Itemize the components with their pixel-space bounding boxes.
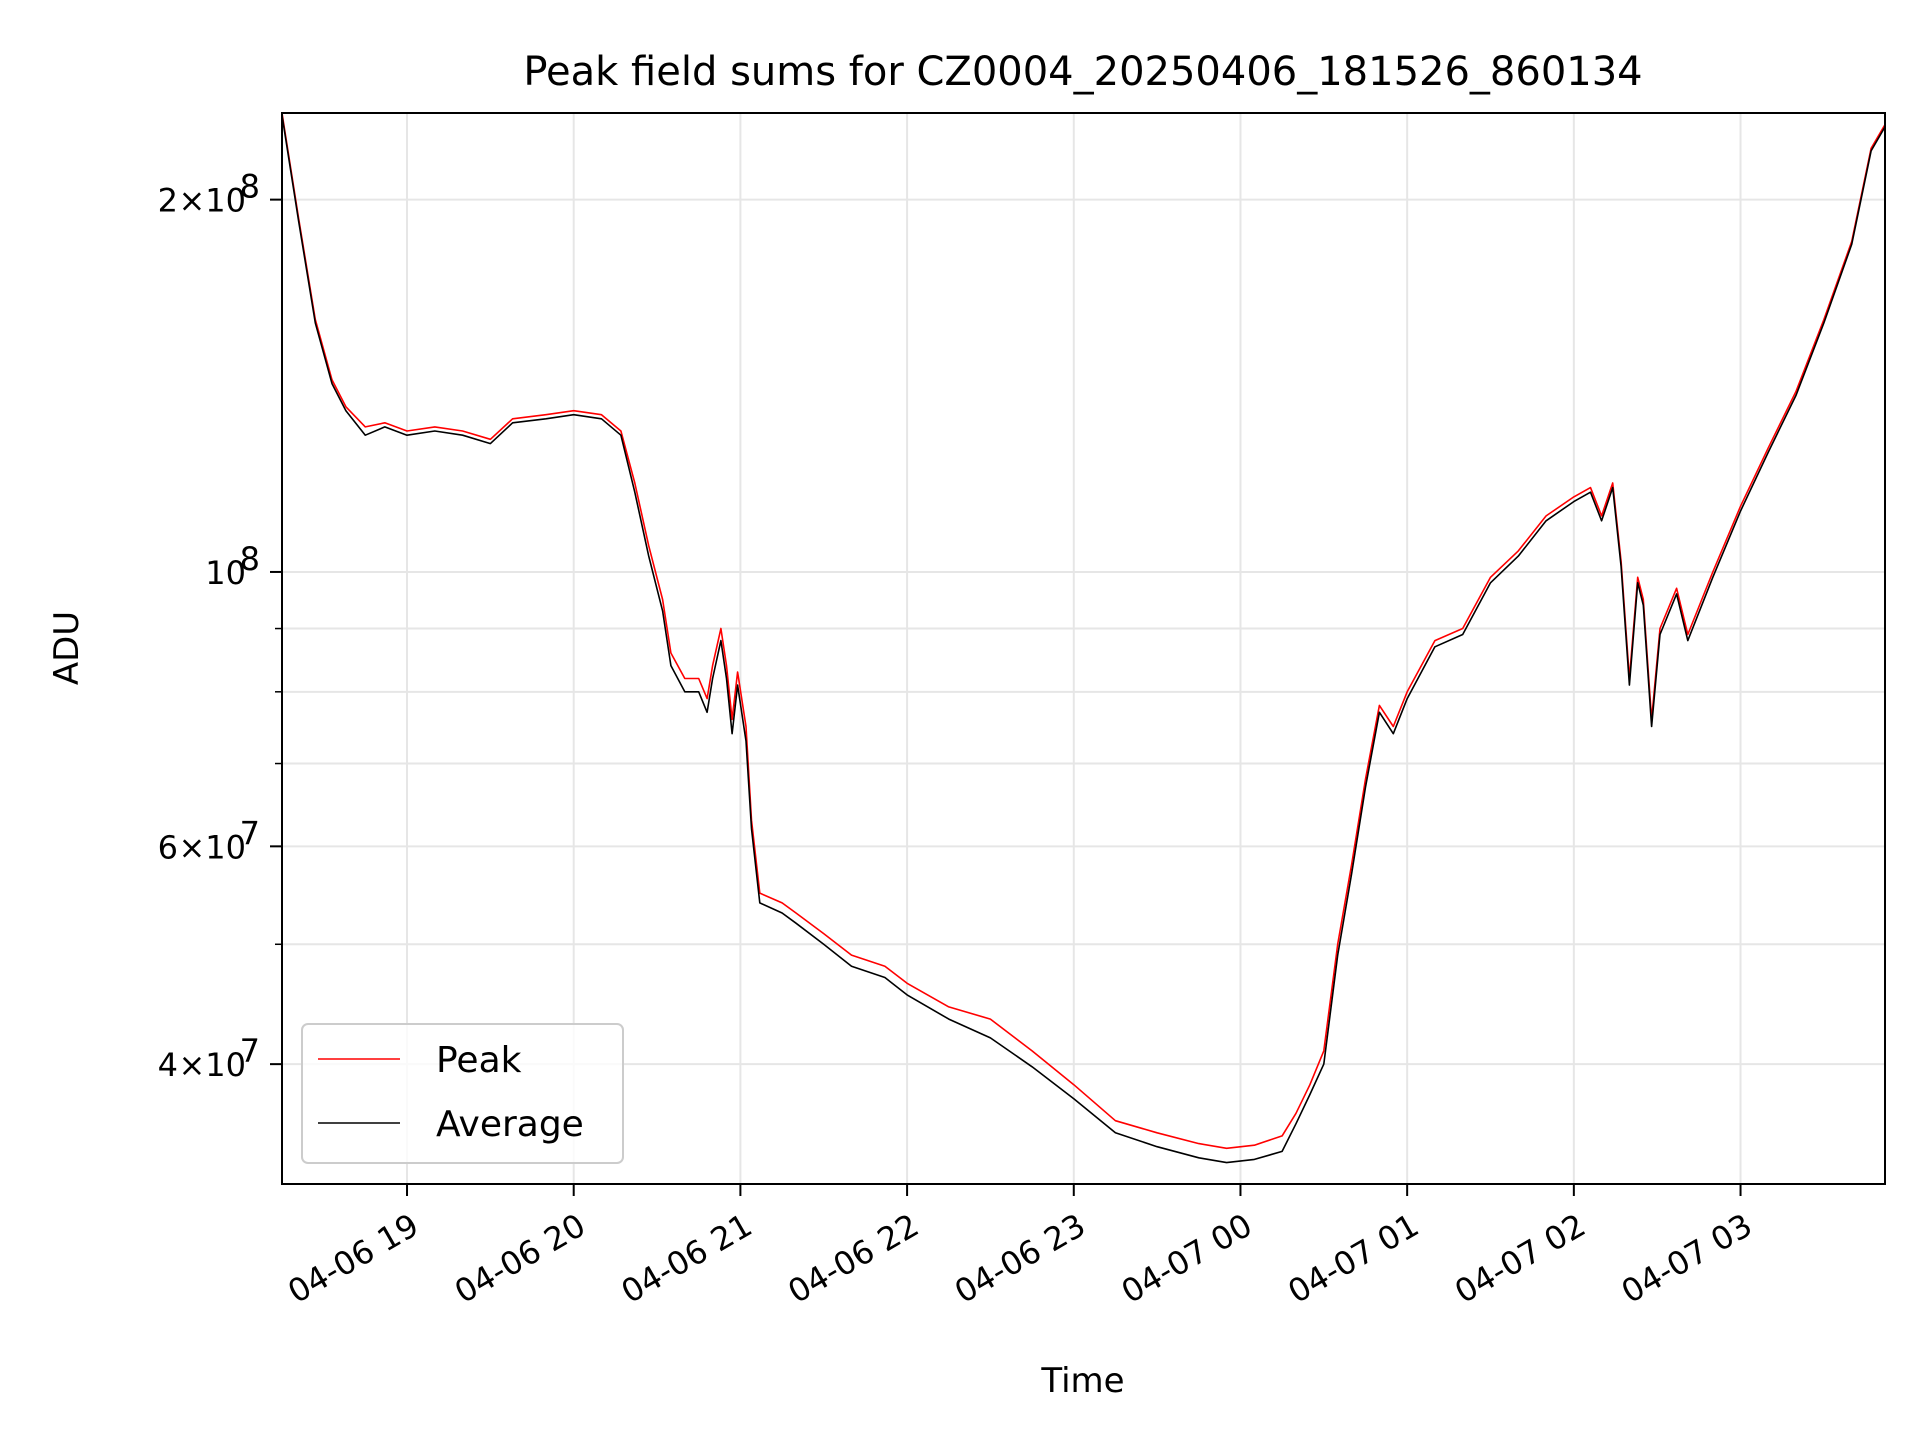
series-layer xyxy=(281,112,1886,1164)
legend-label-average: Average xyxy=(436,1104,584,1145)
y-tick-mantissa: 2 xyxy=(158,182,178,220)
y-tick-label: 7×106 xyxy=(158,814,260,866)
plot-frame xyxy=(281,112,1886,1185)
x-axis-label: Time xyxy=(1040,1361,1124,1401)
y-tick-base: ×10 xyxy=(178,182,246,220)
y-tick-base: ×10 xyxy=(178,1046,246,1084)
y-tick-label: 7×104 xyxy=(158,1032,260,1084)
y-tick-exponent: 8 xyxy=(240,168,260,206)
y-tick-mantissa: 6 xyxy=(158,828,178,866)
y-tick-mantissa: 4 xyxy=(158,1046,178,1084)
legend-label-peak: Peak xyxy=(436,1040,522,1081)
y-tick-label: 8×102 xyxy=(158,168,260,220)
y-tick-base: 10 xyxy=(205,554,246,592)
y-axis-label: ADU xyxy=(47,611,87,685)
chart-title: Peak field sums for CZ0004_20250406_1815… xyxy=(523,49,1642,95)
y-tick-exponent: 7 xyxy=(240,1032,260,1070)
y-tick-exponent: 8 xyxy=(240,540,260,578)
series-line-average xyxy=(281,115,1886,1164)
grid xyxy=(282,113,1885,1184)
legend: Peak Average xyxy=(301,1023,624,1164)
y-tick-base: ×10 xyxy=(178,828,246,866)
y-tick-label: 810 xyxy=(205,540,260,592)
y-tick-exponent: 7 xyxy=(240,814,260,852)
